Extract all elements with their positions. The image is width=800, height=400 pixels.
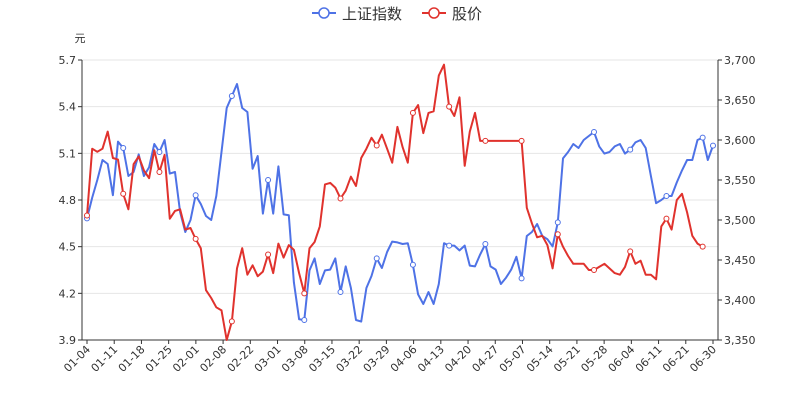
series-point [265, 177, 272, 183]
x-tick-label: 06-21 [660, 343, 692, 375]
series-point [710, 142, 716, 149]
series-point [591, 129, 598, 135]
series-point [518, 275, 525, 282]
x-tick-label: 01-04 [61, 343, 93, 375]
x-tick-label: 02-22 [225, 343, 257, 375]
x-tick-label: 04-20 [442, 343, 474, 375]
left-tick-label: 3.9 [59, 334, 77, 347]
x-tick-label: 03-22 [333, 343, 365, 375]
grid-lines [82, 59, 718, 341]
legend-label: 上证指数 [342, 5, 402, 23]
right-tick-label: 3,400 [724, 294, 756, 307]
axes [78, 59, 722, 344]
series-point [228, 318, 235, 325]
left-tick-label: 5.1 [59, 147, 77, 160]
right-tick-label: 3,500 [724, 214, 756, 227]
x-tick-label: 06-04 [606, 343, 638, 375]
x-tick-label: 05-07 [497, 343, 529, 375]
series-point [120, 190, 127, 197]
series-point [663, 215, 670, 222]
x-tick-label: 03-15 [306, 343, 338, 375]
left-tick-label: 4.8 [59, 194, 77, 207]
right-tick-label: 3,650 [724, 94, 756, 107]
series-point [482, 241, 489, 247]
series-point [627, 248, 634, 255]
x-tick-label: 01-18 [116, 343, 148, 375]
series-point [446, 103, 453, 110]
series-point [192, 235, 199, 242]
x-tick-label: 04-06 [388, 343, 420, 375]
series-point [301, 290, 308, 297]
series-point [409, 261, 416, 268]
right-tick-label: 3,600 [724, 134, 756, 147]
legend-marker [318, 7, 330, 19]
right-tick-label: 3,450 [724, 254, 756, 267]
x-tick-label: 02-08 [197, 343, 229, 375]
series-point [337, 195, 344, 202]
series-layer [84, 63, 716, 341]
series-point [192, 192, 199, 199]
x-tick-label: 02-01 [170, 343, 202, 375]
series-point [228, 93, 235, 99]
x-tick-label: 05-14 [524, 343, 556, 375]
x-tick-label: 06-11 [633, 343, 665, 375]
left-axis-unit: 元 [75, 32, 86, 45]
series-point [301, 317, 308, 323]
left-tick-label: 4.2 [59, 287, 77, 300]
left-tick-label: 5.4 [59, 101, 77, 114]
x-tick-label: 05-21 [551, 343, 583, 375]
series-point [482, 137, 489, 144]
series-point [120, 145, 127, 151]
x-tick-label: 05-28 [578, 343, 610, 375]
x-tick-label: 04-13 [415, 343, 447, 375]
series-point [373, 142, 380, 149]
legend-marker [428, 7, 440, 19]
legend: 上证指数 股价 [312, 5, 482, 23]
series-point [699, 134, 706, 141]
series-line-index [86, 83, 714, 323]
series-point [84, 212, 90, 219]
x-tick-label: 04-27 [470, 343, 502, 375]
series-point [518, 137, 525, 144]
x-tick-label: 01-11 [89, 343, 121, 375]
right-tick-label: 3,550 [724, 174, 756, 187]
series-point [663, 193, 670, 199]
series-point [699, 243, 706, 250]
series-point [156, 149, 163, 155]
tick-labels: 3.9 4.2 4.5 4.8 5.1 5.4 5.7 3,350 3,400 3,450 3,50… [59, 32, 756, 375]
series-point [446, 242, 453, 249]
x-tick-label: 06-30 [687, 343, 719, 375]
series-point [554, 231, 561, 238]
right-tick-label: 3,350 [724, 334, 756, 347]
series-line-price [86, 63, 704, 341]
x-tick-label: 01-25 [143, 343, 175, 375]
right-tick-label: 3,700 [724, 54, 756, 67]
legend-label: 股价 [452, 5, 482, 23]
series-point [373, 255, 380, 262]
series-point [627, 146, 634, 153]
left-tick-label: 5.7 [59, 54, 77, 67]
series-point [554, 219, 561, 226]
series-point [591, 267, 598, 273]
series-point [409, 109, 416, 116]
series-point [156, 169, 163, 175]
x-tick-label: 03-29 [361, 343, 393, 375]
series-point [337, 289, 344, 295]
x-tick-label: 03-01 [252, 343, 284, 375]
series-point [265, 251, 272, 258]
x-tick-label: 03-08 [279, 343, 311, 375]
left-tick-label: 4.5 [59, 241, 77, 254]
